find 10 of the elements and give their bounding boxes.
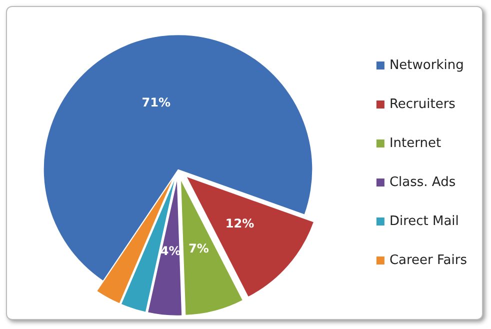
legend-label: Direct Mail <box>389 214 459 229</box>
legend-label: Internet <box>389 136 442 151</box>
legend-label: Networking <box>389 58 464 73</box>
data-label: 4% <box>160 244 181 258</box>
data-label: 12% <box>225 216 254 230</box>
legend-label: Career Fairs <box>389 253 468 268</box>
legend-label: Class. Ads <box>389 175 456 190</box>
legend-label: Recruiters <box>389 97 456 112</box>
data-label: 71% <box>142 96 170 110</box>
data-label: 7% <box>188 242 209 256</box>
